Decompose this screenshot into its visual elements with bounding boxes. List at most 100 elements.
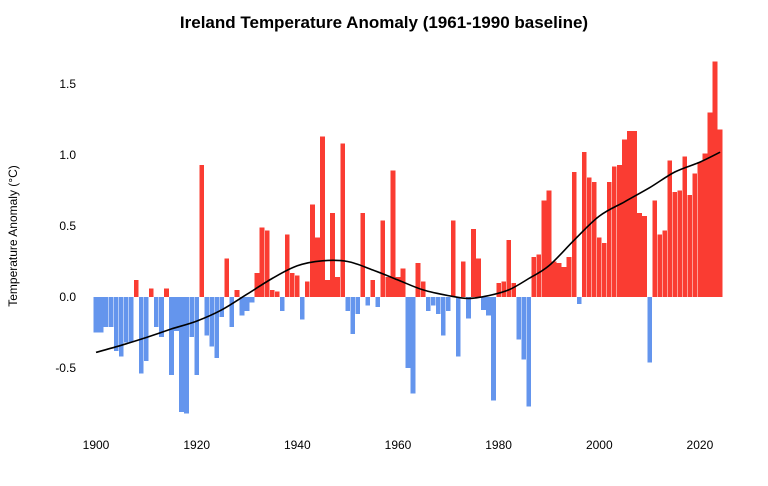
bar-1998 — [586, 177, 592, 297]
bar-2011 — [652, 200, 657, 297]
y-tick-label-1.5: 1.5 — [59, 77, 76, 91]
bar-2014 — [667, 160, 673, 297]
bar-1982 — [506, 240, 512, 297]
bar-1959 — [390, 170, 396, 297]
bar-1980 — [496, 282, 501, 297]
bar-1951 — [350, 297, 356, 334]
bar-1921 — [199, 164, 205, 297]
bar-2022 — [707, 112, 713, 298]
bar-1949 — [340, 143, 345, 297]
bar-1977 — [481, 297, 486, 310]
bar-1905 — [118, 297, 124, 357]
bar-1958 — [385, 277, 391, 297]
bar-1929 — [239, 297, 245, 316]
bar-1911 — [149, 288, 154, 297]
bar-1990 — [546, 190, 552, 297]
bar-1943 — [310, 204, 315, 297]
bar-1940 — [294, 275, 300, 297]
bar-1925 — [219, 297, 225, 317]
bar-1970 — [445, 297, 451, 312]
trend-line — [95, 151, 721, 354]
y-tick-label-0.0: 0.0 — [59, 290, 76, 304]
bar-2015 — [672, 191, 678, 297]
bar-1966 — [425, 297, 431, 312]
bar-1909 — [138, 297, 144, 374]
bar-1916 — [174, 297, 179, 332]
bar-1931 — [249, 297, 255, 303]
bar-1973 — [461, 261, 466, 297]
bar-1919 — [189, 297, 194, 337]
bar-1978 — [486, 297, 491, 316]
bar-1954 — [365, 297, 371, 306]
bar-1933 — [259, 227, 265, 297]
bar-1938 — [284, 234, 290, 297]
bar-1983 — [511, 282, 517, 297]
bar-1994 — [566, 257, 572, 297]
y-tick-label-0.5: 0.5 — [59, 219, 76, 233]
bar-1937 — [279, 297, 285, 312]
bar-1984 — [516, 297, 522, 340]
chart-title: Ireland Temperature Anomaly (1961-1990 b… — [179, 13, 589, 32]
x-tick-label-2000: 2000 — [586, 438, 613, 452]
bar-1930 — [244, 297, 250, 312]
bar-1971 — [450, 220, 456, 297]
y-tick-label--0.5: -0.5 — [55, 361, 76, 375]
bar-1947 — [330, 213, 335, 297]
x-tick-label-1920: 1920 — [183, 438, 210, 452]
bar-2018 — [687, 194, 693, 297]
bar-1992 — [556, 262, 562, 297]
bar-2016 — [677, 190, 683, 297]
bar-1957 — [380, 220, 386, 297]
bar-1974 — [466, 297, 471, 319]
bar-1928 — [234, 289, 240, 297]
bar-1996 — [576, 297, 582, 305]
bar-2021 — [702, 153, 708, 297]
bar-1969 — [440, 297, 446, 336]
bar-1906 — [123, 297, 129, 343]
bar-1946 — [325, 279, 330, 297]
bar-1950 — [345, 297, 350, 312]
bar-1924 — [214, 297, 220, 359]
bar-1997 — [581, 152, 587, 297]
bar-1945 — [320, 136, 325, 297]
bar-2003 — [612, 166, 617, 297]
x-tick-label-2020: 2020 — [687, 438, 714, 452]
bar-2006 — [627, 130, 632, 297]
bar-1955 — [370, 279, 376, 297]
bar-1901 — [98, 297, 104, 333]
bar-1913 — [159, 297, 164, 337]
bar-1927 — [229, 297, 235, 327]
bar-1935 — [269, 289, 275, 297]
bar-1995 — [571, 172, 577, 297]
x-tick-label-1940: 1940 — [284, 438, 311, 452]
bar-1986 — [526, 297, 532, 407]
bar-1936 — [274, 291, 280, 297]
bar-1923 — [209, 297, 215, 347]
bar-1941 — [299, 297, 305, 320]
bar-2017 — [682, 156, 688, 297]
anomaly-bars — [93, 61, 723, 414]
bar-1907 — [128, 297, 134, 343]
bar-2000 — [596, 237, 602, 297]
bar-1915 — [169, 297, 174, 376]
bar-1993 — [561, 267, 567, 297]
x-tick-label-1960: 1960 — [385, 438, 412, 452]
bar-1962 — [405, 297, 411, 368]
bar-1952 — [355, 297, 361, 315]
bar-1967 — [430, 297, 436, 306]
bar-1975 — [471, 228, 476, 297]
x-tick-label-1980: 1980 — [485, 438, 512, 452]
bar-2013 — [662, 230, 668, 297]
bar-1979 — [491, 297, 496, 401]
bar-1968 — [435, 297, 441, 315]
bar-1910 — [143, 297, 149, 361]
bar-1991 — [551, 261, 557, 297]
bar-2024 — [717, 129, 723, 297]
bar-1912 — [154, 297, 159, 327]
y-tick-label-1.0: 1.0 — [59, 148, 76, 162]
bar-1914 — [164, 288, 169, 297]
bar-2019 — [692, 173, 698, 297]
bar-2009 — [642, 216, 647, 297]
